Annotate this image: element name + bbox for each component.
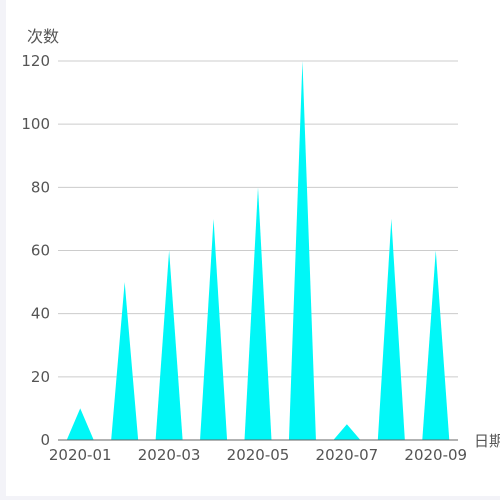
y-tick-label: 0 (40, 431, 50, 449)
x-tick-label: 2020-05 (227, 446, 290, 464)
left-edge-strip (0, 0, 6, 500)
y-tick-labels: 0 20 40 60 80 100 120 (21, 52, 50, 449)
x-tick-label: 2020-07 (316, 446, 379, 464)
bar-2020-09 (422, 250, 450, 440)
y-tick-label: 40 (31, 305, 50, 323)
bar-2020-04 (200, 218, 228, 440)
y-axis-title: 次数 (27, 27, 59, 46)
bar-2020-07 (333, 424, 361, 440)
bar-2020-08 (377, 218, 405, 440)
bar-2020-06 (288, 61, 316, 440)
bar-2020-01 (66, 408, 94, 440)
y-tick-label: 80 (31, 178, 50, 196)
x-tick-labels: 2020-01 2020-03 2020-05 2020-07 2020-09 (49, 446, 467, 464)
y-tick-label: 20 (31, 368, 50, 386)
bottom-edge-strip (0, 496, 500, 500)
x-tick-label: 2020-03 (138, 446, 201, 464)
x-axis-title: 日期 (474, 432, 500, 450)
bar-series (66, 61, 450, 440)
bar-2020-03 (155, 250, 183, 440)
y-tick-label: 60 (31, 242, 50, 260)
y-tick-label: 100 (21, 115, 50, 133)
bar-2020-05 (244, 187, 272, 440)
x-tick-label: 2020-01 (49, 446, 112, 464)
x-tick-label: 2020-09 (404, 446, 467, 464)
bar-2020-02 (111, 282, 139, 440)
y-tick-label: 120 (21, 52, 50, 70)
